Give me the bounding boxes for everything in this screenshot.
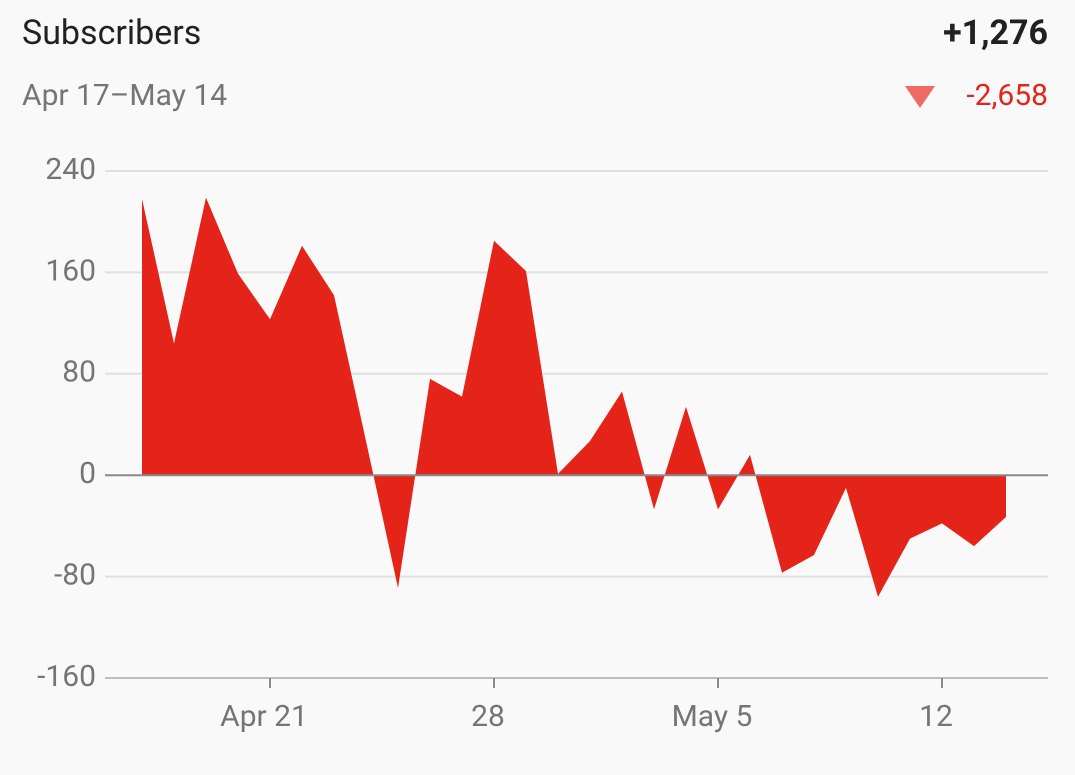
x-tick-label: 12	[919, 699, 953, 734]
subtitle: Apr 17–May 14	[22, 78, 227, 113]
chart-title: Subscribers	[22, 13, 201, 53]
total: +1,276	[943, 13, 1048, 53]
y-tick-label: 240	[45, 152, 96, 187]
x-tick-label: Apr 21	[220, 699, 308, 734]
y-tick-label: 80	[62, 355, 96, 390]
y-tick-label: -80	[54, 558, 96, 593]
area	[142, 197, 1006, 597]
change: -2,658	[966, 78, 1048, 113]
y-tick-label: -160	[37, 659, 96, 694]
down-arrow	[905, 86, 935, 108]
y-tick-label: 160	[45, 253, 96, 288]
y-tick-label: 0	[79, 456, 96, 491]
x-tick-label: May 5	[672, 699, 753, 734]
x-tick-label: 28	[471, 699, 505, 734]
